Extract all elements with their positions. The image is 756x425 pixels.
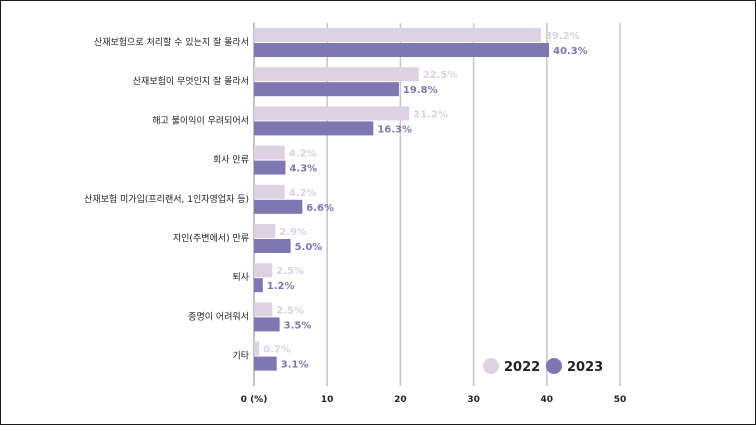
category-label: 산재보험 미가입(프리랜서, 1인자영업자 등) (84, 193, 249, 205)
category-label: 기타 (232, 351, 249, 362)
bar-2023 (254, 239, 291, 253)
bar-2023 (254, 278, 263, 293)
value-label-2022: 21.2% (413, 109, 448, 120)
value-label-2022: 22.5% (423, 70, 458, 81)
bar-2022 (254, 263, 273, 278)
value-label-2023: 19.8% (403, 85, 438, 96)
legend-marker-2022 (483, 358, 499, 374)
value-label-2022: 0.7% (263, 345, 291, 356)
value-label-2023: 16.3% (377, 124, 412, 135)
bar-2023 (254, 356, 277, 371)
bar-2022 (254, 302, 273, 317)
x-tick-label: 10 (321, 395, 334, 405)
category-label: 산재보험으로 처리할 수 있는지 잘 몰라서 (94, 36, 249, 48)
x-tick-label: 40 (541, 395, 554, 405)
bar-2022 (254, 106, 410, 121)
bar-2023 (254, 317, 280, 332)
x-tick-label: 0 (%) (241, 395, 268, 405)
x-tick-label: 20 (394, 395, 407, 405)
bar-2023 (254, 199, 303, 214)
value-label-2023: 4.3% (289, 164, 317, 175)
bar-2022 (254, 224, 276, 238)
value-label-2022: 2.9% (279, 227, 307, 238)
value-label-2023: 1.2% (267, 281, 295, 292)
value-label-2023: 40.3% (553, 46, 588, 57)
value-label-2022: 2.5% (276, 305, 304, 316)
value-label-2022: 4.2% (289, 149, 317, 160)
bar-2022 (254, 67, 419, 82)
category-label: 회사 만류 (213, 155, 249, 166)
bar-2022 (254, 28, 541, 42)
bar-2022 (254, 184, 285, 199)
bar-2022 (254, 341, 260, 356)
value-label-2022: 2.5% (276, 266, 304, 277)
bar-2023 (254, 43, 549, 57)
legend-label-2023: 2023 (567, 360, 603, 375)
category-label: 증명이 어려워서 (188, 311, 249, 322)
legend-marker-2023 (546, 358, 562, 374)
category-label: 해고 불이익이 우려되어서 (152, 114, 249, 126)
bar-2023 (254, 160, 286, 175)
value-label-2022: 4.2% (289, 188, 317, 199)
bar-2023 (254, 82, 399, 97)
bar-2022 (254, 145, 285, 160)
bar-2023 (254, 121, 374, 136)
x-tick-label: 30 (467, 395, 480, 405)
category-label: 퇴사 (232, 272, 249, 283)
value-label-2023: 3.1% (281, 360, 309, 371)
value-label-2023: 5.0% (295, 242, 323, 253)
value-label-2023: 6.6% (306, 203, 334, 214)
legend-label-2022: 2022 (504, 360, 540, 375)
value-label-2023: 3.5% (284, 320, 312, 331)
category-label: 산재보험이 무엇인지 잘 몰라서 (133, 75, 249, 87)
x-tick-label: 50 (614, 395, 627, 405)
category-label: 지인(주변에서) 만류 (173, 233, 249, 244)
value-label-2022: 39.2% (545, 31, 580, 42)
